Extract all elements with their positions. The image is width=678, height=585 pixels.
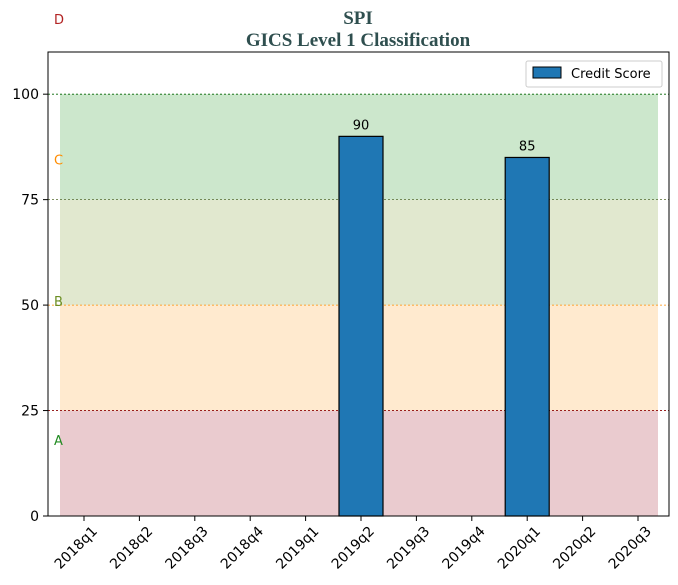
- x-tick-label: 2018q1: [52, 524, 101, 573]
- chart-subtitle: GICS Level 1 Classification: [246, 30, 471, 51]
- y-tick-label: 0: [30, 509, 39, 525]
- legend-swatch-credit-score: [532, 66, 562, 79]
- data-label-2019q2: 90: [353, 118, 370, 133]
- x-tick-label: 2019q2: [329, 524, 378, 573]
- bar-2019q2: [338, 135, 384, 517]
- label-layer: 90 85 A B C D: [54, 13, 535, 449]
- x-tick-label: 2020q3: [606, 524, 655, 573]
- band-label-a: A: [54, 434, 63, 449]
- plot-frame: [47, 51, 670, 517]
- legend-label-credit-score: Credit Score: [571, 67, 651, 82]
- x-tick-label: 2019q1: [273, 524, 322, 573]
- band-label-b: B: [54, 295, 63, 310]
- x-tick-label: 2018q2: [107, 524, 156, 573]
- band-label-c: C: [54, 154, 63, 169]
- x-tick-label: 2019q4: [440, 523, 489, 572]
- x-tick-label: 2020q1: [495, 524, 544, 573]
- x-tick-label: 2019q3: [384, 524, 433, 573]
- y-tick-label: 25: [21, 404, 39, 420]
- band-label-d: D: [54, 13, 64, 28]
- legend: Credit Score: [525, 60, 663, 88]
- data-label-2020q1: 85: [519, 139, 536, 154]
- y-tick-label: 100: [12, 87, 39, 103]
- chart-title: SPI: [343, 8, 373, 29]
- x-tick-label: 2018q3: [163, 524, 212, 573]
- y-tick-label: 50: [21, 298, 39, 314]
- y-tick-label: 75: [21, 193, 39, 209]
- x-tick-label: 2018q4: [218, 523, 267, 572]
- bar-2020q1: [504, 156, 550, 517]
- x-tick-label: 2020q2: [550, 524, 599, 573]
